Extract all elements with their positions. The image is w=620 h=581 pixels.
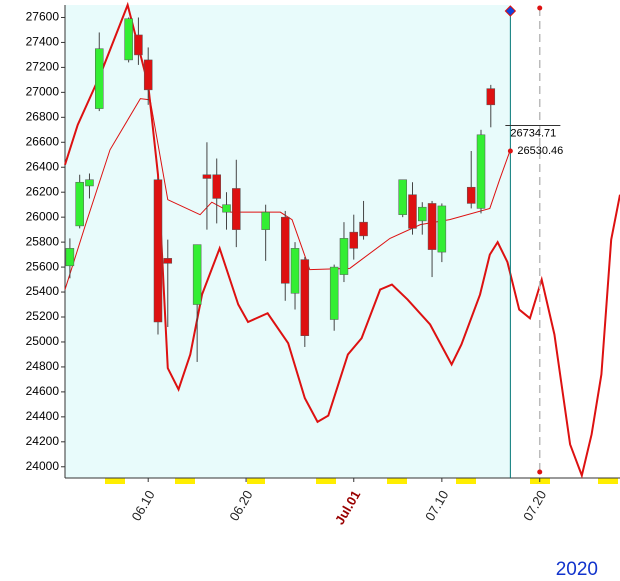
year-label: 2020 — [556, 559, 598, 580]
candle-body — [95, 48, 104, 109]
candle-body — [466, 186, 476, 204]
y-tick-label: 27200 — [26, 60, 60, 74]
forecast-marker — [537, 469, 543, 475]
candle-body — [85, 179, 94, 187]
candle-body — [232, 188, 241, 230]
candle-body — [143, 59, 153, 91]
y-tick-label: 25800 — [26, 234, 60, 248]
candle-body — [486, 88, 496, 106]
candle-body — [418, 206, 427, 222]
weekend-marker — [598, 478, 618, 484]
y-tick-label: 24200 — [26, 434, 60, 448]
candle-body — [437, 205, 447, 253]
candle-body — [427, 203, 437, 250]
y-tick-label: 25600 — [26, 259, 60, 273]
candle-body — [329, 266, 339, 320]
price-point — [507, 148, 513, 154]
y-tick-label: 25400 — [26, 284, 60, 298]
candle-body — [300, 259, 310, 336]
y-tick-label: 27000 — [26, 85, 60, 99]
x-tick-label: 06.20 — [226, 488, 255, 524]
y-tick-label: 26200 — [26, 184, 60, 198]
x-tick-label: 07.20 — [520, 488, 549, 524]
candle-body — [202, 174, 212, 179]
cursor-marker — [504, 5, 517, 17]
weekend-marker — [247, 478, 265, 484]
candle-body — [192, 244, 202, 305]
y-tick-label: 26800 — [26, 109, 60, 123]
candle-body — [65, 248, 75, 267]
y-tick-label: 27400 — [26, 35, 60, 49]
x-tick-label: Jul.01 — [332, 488, 363, 527]
weekend-marker — [456, 478, 476, 484]
candle-body — [359, 221, 368, 237]
weekend-marker — [105, 478, 125, 484]
price-point-label: 26530.46 — [517, 145, 563, 157]
weekend-marker — [316, 478, 336, 484]
y-tick-label: 26000 — [26, 209, 60, 223]
candle-body — [290, 248, 300, 294]
y-tick-label: 26400 — [26, 159, 60, 173]
candle-body — [212, 174, 221, 199]
candle-body — [222, 204, 231, 213]
candle-body — [339, 238, 349, 275]
candle-body — [261, 211, 270, 230]
candle-body — [349, 231, 359, 249]
y-tick-label: 25000 — [26, 334, 60, 348]
weekend-marker — [387, 478, 407, 484]
candle-body — [153, 179, 163, 323]
indicator-line — [64, 98, 511, 290]
forecast-marker — [537, 5, 543, 11]
candle-body — [75, 181, 84, 227]
price-line-label: 26734.71 — [510, 127, 556, 139]
y-tick-label: 24400 — [26, 409, 60, 423]
candle-body — [124, 18, 133, 61]
y-tick-label: 24000 — [26, 459, 60, 473]
candle-body — [280, 216, 290, 284]
candle-body — [134, 34, 143, 56]
candle-body — [476, 134, 486, 209]
weekend-markers — [105, 478, 618, 484]
x-tick-label: 07.10 — [422, 488, 451, 524]
indicator-line — [64, 1, 620, 479]
y-tick-label: 24600 — [26, 384, 60, 398]
y-tick-label: 24800 — [26, 359, 60, 373]
candle-body — [408, 194, 417, 229]
y-tick-label: 26600 — [26, 134, 60, 148]
x-tick-label: 06.10 — [129, 488, 158, 524]
y-tick-label: 27600 — [26, 10, 60, 24]
candle-body — [398, 179, 407, 215]
weekend-marker — [175, 478, 195, 484]
candle-body — [163, 258, 173, 264]
y-tick-label: 25200 — [26, 309, 60, 323]
